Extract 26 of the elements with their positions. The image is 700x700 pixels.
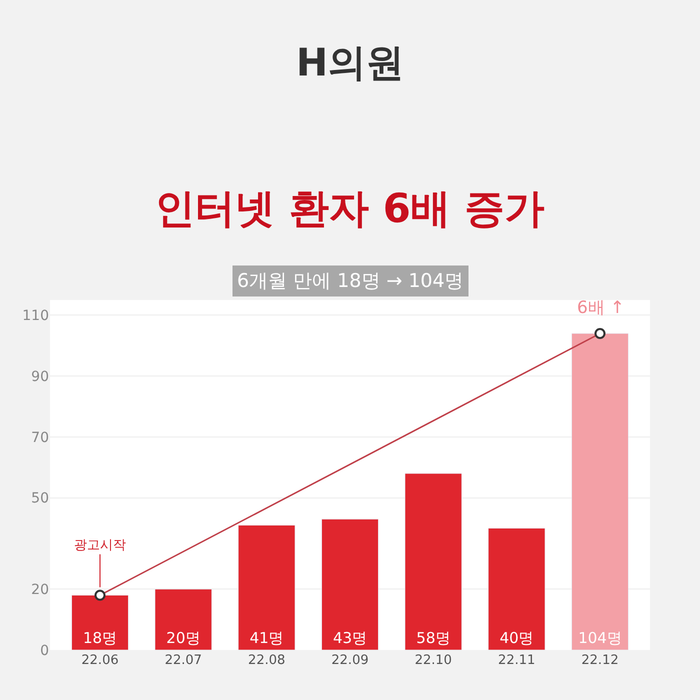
y-tick-label: 90 [31,368,49,385]
data-label: 40명 [500,629,534,647]
data-label: 43명 [332,629,368,647]
y-tick-label: 110 [22,308,49,324]
data-label: 20명 [166,629,200,647]
y-tick-label: 50 [31,490,49,507]
x-tick-label: 22.06 [81,653,119,668]
x-tick-label: 22.08 [248,653,286,668]
annotation: 광고시작 [74,538,126,553]
text: 6개월 만에 18명 → 104명 [237,270,464,292]
x-tick-label: 22.10 [414,653,452,668]
chart-subtitle: 인터넷 환자 6배 증가 [155,186,545,232]
y-tick-label: 20 [31,582,49,598]
data-label: 41명 [250,629,284,647]
bar [71,594,129,650]
x-tick-label: 22.07 [164,653,202,668]
data-label: 18명 [82,629,118,647]
x-tick-label: 22.12 [581,653,619,668]
x-tick-label: 22.09 [331,653,369,668]
x-tick-label: 22.11 [498,653,536,668]
chart-title: H의원 [296,40,404,85]
y-tick-label: 0 [40,642,49,659]
data-label: 58명 [416,629,450,647]
annotation: 6배 ↑ [577,298,624,318]
data-label: 104명 [578,629,622,647]
y-tick-label: 70 [31,430,49,446]
